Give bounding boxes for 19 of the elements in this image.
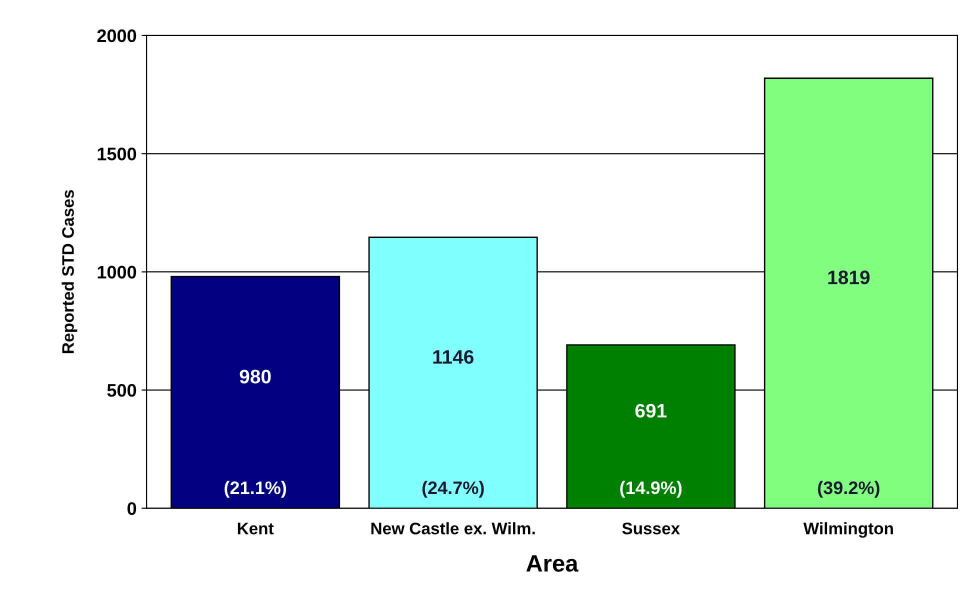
- x-axis-title: Area: [526, 555, 578, 572]
- annotation: (14.9%): [620, 480, 682, 498]
- data-label: 1146: [433, 350, 474, 364]
- data-label: 691: [635, 404, 667, 418]
- x-tick-label: New Castle ex. Wilm.: [371, 522, 535, 534]
- y-tick-label: 1500: [98, 148, 136, 160]
- data-label: 1819: [828, 270, 870, 284]
- y-tick-label: 1000: [98, 266, 136, 279]
- annotation: (21.1%): [224, 480, 286, 498]
- x-tick-label: Sussex: [622, 522, 680, 534]
- y-tick-label: 500: [107, 384, 136, 397]
- y-tick-label: 2000: [97, 29, 136, 42]
- annotation: (39.2%): [818, 480, 880, 498]
- x-tick-label: Kent: [238, 522, 274, 534]
- y-axis-title: Reported STD Cases: [62, 190, 78, 354]
- y-tick-label: 0: [128, 502, 136, 515]
- data-label: 980: [240, 370, 271, 384]
- annotation: (24.7%): [422, 480, 484, 498]
- x-tick-label: Wilmington: [803, 522, 893, 538]
